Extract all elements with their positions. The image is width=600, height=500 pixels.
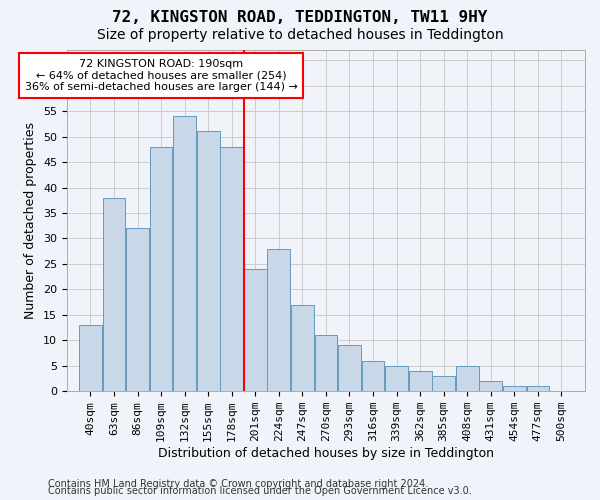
Text: 72, KINGSTON ROAD, TEDDINGTON, TW11 9HY: 72, KINGSTON ROAD, TEDDINGTON, TW11 9HY: [112, 10, 488, 25]
Bar: [197, 132, 220, 391]
Text: Contains HM Land Registry data © Crown copyright and database right 2024.: Contains HM Land Registry data © Crown c…: [48, 479, 428, 489]
Bar: [173, 116, 196, 391]
Bar: [527, 386, 549, 391]
Bar: [150, 147, 172, 391]
Text: Contains public sector information licensed under the Open Government Licence v3: Contains public sector information licen…: [48, 486, 472, 496]
Text: 72 KINGSTON ROAD: 190sqm
← 64% of detached houses are smaller (254)
36% of semi-: 72 KINGSTON ROAD: 190sqm ← 64% of detach…: [25, 59, 298, 92]
Bar: [433, 376, 455, 391]
Bar: [362, 360, 385, 391]
Bar: [244, 269, 266, 391]
Bar: [503, 386, 526, 391]
Bar: [291, 304, 314, 391]
Text: Size of property relative to detached houses in Teddington: Size of property relative to detached ho…: [97, 28, 503, 42]
Y-axis label: Number of detached properties: Number of detached properties: [25, 122, 37, 319]
Bar: [456, 366, 479, 391]
Bar: [220, 147, 243, 391]
Bar: [314, 335, 337, 391]
Bar: [79, 325, 102, 391]
Bar: [338, 346, 361, 391]
Bar: [385, 366, 408, 391]
X-axis label: Distribution of detached houses by size in Teddington: Distribution of detached houses by size …: [158, 447, 494, 460]
Bar: [479, 381, 502, 391]
Bar: [409, 371, 431, 391]
Bar: [268, 248, 290, 391]
Bar: [103, 198, 125, 391]
Bar: [126, 228, 149, 391]
